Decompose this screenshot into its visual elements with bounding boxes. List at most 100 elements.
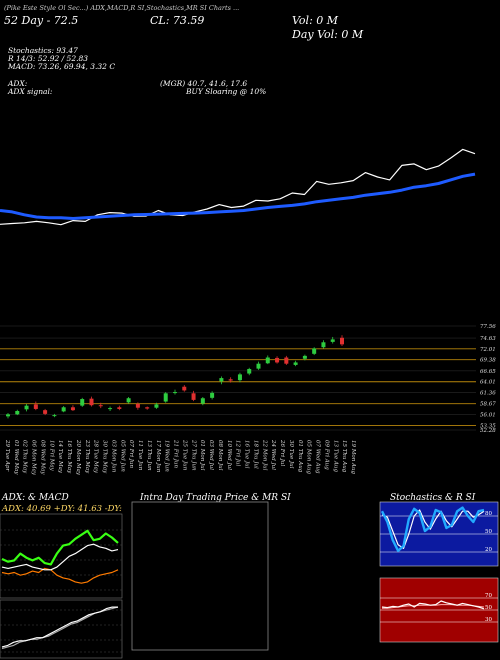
candle-body: [117, 407, 122, 409]
candle-body: [6, 414, 10, 417]
candle-body: [321, 342, 326, 348]
candle-body: [154, 404, 159, 408]
x-tick-label: 10 Fri May: [48, 440, 54, 472]
adx-signal-stat: ADX signal:: [8, 87, 53, 96]
x-tick-label: 29 Tue Apr: [4, 439, 10, 471]
x-tick-label: 01 Thu Aug: [297, 440, 303, 473]
x-tick-label: 13 Thu Jun: [146, 440, 152, 471]
candle-body: [98, 405, 103, 407]
adx-frame: [0, 513, 123, 599]
macd-stat: MACD: 73.26, 69.94, 3.32 C: [8, 62, 116, 71]
candle-body: [52, 415, 57, 417]
candle-body: [210, 392, 215, 398]
y-tick-label: 77.56: [480, 324, 496, 330]
x-tick-label: 05 Wed Jun: [119, 440, 125, 472]
candle-body: [200, 398, 205, 404]
y-tick-label: 52.28: [480, 428, 496, 434]
big-close-text: CL: 73.59: [150, 14, 205, 27]
candle-body: [108, 408, 113, 410]
x-tick-label: 30 Thu May: [102, 440, 108, 474]
x-tick-label: 02 Thu May: [22, 440, 28, 474]
candle-body: [340, 337, 344, 345]
stoch-tick-label: 80: [485, 511, 492, 517]
candle-body: [61, 407, 66, 412]
x-tick-label: 14 Tue May: [57, 440, 63, 474]
adx-macd-panel: ADX: & MACD ADX: 40.69 +DY: 41.63 -DY: 1…: [0, 493, 124, 659]
x-tick-label: 01 Mon Jul: [199, 440, 205, 471]
candle-body: [15, 410, 20, 415]
candle-body: [330, 339, 335, 342]
x-tick-label: 17 Mon Jun: [155, 440, 161, 473]
candle-body: [247, 369, 252, 374]
x-tick-label: 01 Wed May: [13, 440, 19, 475]
x-tick-label: 16 Thu May: [66, 440, 72, 474]
stochastics-stat: Stochastics: 93.47: [8, 46, 78, 55]
x-tick-label: 03 Wed Jul: [208, 440, 214, 470]
x-tick-label: 12 Fri Jul: [235, 440, 241, 466]
price-series-line: [0, 148, 476, 226]
adx-stat: ADX:: [8, 79, 28, 88]
candle-body: [70, 407, 75, 411]
candle-body: [135, 404, 140, 408]
y-tick-label: 66.65: [480, 369, 496, 375]
adx-panel-title: ADX: & MACD: [1, 493, 69, 503]
stoch-tick-label: 20: [485, 547, 492, 553]
rsi-tick-label: 70: [485, 593, 492, 599]
x-tick-label: 19 Mon Aug: [350, 440, 356, 474]
adx-value: (MGR) 40.7, 41.6, 17.6: [160, 79, 248, 88]
y-tick-label: 64.01: [480, 380, 496, 386]
stoch-d-line: [381, 509, 485, 550]
candle-body: [228, 379, 233, 381]
candlestick-chart: 77.56 74.63 72.01 69.38 66.65 64.01 61.36 58.67…: [0, 324, 496, 476]
x-tick-label: 27 Thu Jun: [190, 439, 196, 471]
mrsi-panel-title: Intra Day Trading Price & MR SI: [139, 493, 291, 503]
intraday-mrsi-panel: Intra Day Trading Price & MR SI: [131, 493, 291, 651]
adx-line: [1, 543, 119, 571]
intraday-frame: [131, 501, 269, 651]
candle-body: [219, 378, 224, 382]
x-tick-label: 09 Fri Aug: [323, 440, 329, 470]
y-tick-label: 53.35: [480, 424, 496, 430]
candle-body: [256, 363, 261, 369]
adx-panel-subtitle: ADX: 40.69 +DY: 41.63 -DY: 17.50: [1, 504, 124, 514]
big-volume-text: Vol: 0 M: [292, 14, 339, 27]
candle-body: [173, 392, 177, 394]
big-day-volume-text: Day Vol: 0 M: [292, 28, 364, 41]
candle-body: [33, 404, 38, 409]
rsi-line: [381, 600, 485, 610]
x-tick-label: 06 Mon May: [31, 440, 37, 476]
candle-body: [237, 374, 242, 381]
x-tick-label: 30 Tue Jul: [288, 440, 294, 469]
candle-body: [191, 393, 196, 400]
x-tick-label: 07 Wed Aug: [315, 440, 321, 474]
x-tick-label: 08 Mon Jul: [217, 440, 223, 471]
x-tick-label: 03 Mon Jun: [111, 440, 117, 473]
x-tick-label: 05 Mon Aug: [306, 440, 312, 474]
macd-line: [1, 606, 118, 648]
minus-dy-line: [1, 567, 119, 584]
candle-body: [275, 357, 280, 363]
stoch-panel-title: Stochastics & R SI: [390, 493, 476, 503]
ma-series-line: [0, 172, 476, 220]
plus-dy-line: [1, 529, 119, 566]
header-text: (Pike Este Style Ol Sec...) ADX,MACD,R S…: [4, 4, 240, 12]
candle-body: [89, 398, 94, 406]
candle-body: [145, 407, 150, 409]
x-tick-label: 19 Wed Jun: [164, 440, 170, 472]
x-tick-label: 20 Mon May: [75, 439, 81, 476]
x-tick-label: 15 Thu Aug: [341, 440, 347, 473]
x-tick-label: 10 Wed Jul: [226, 440, 232, 470]
r-stat: R 14/3: 52.92 / 52.83: [8, 54, 89, 63]
candle-body: [265, 357, 270, 364]
y-tick-label: 74.63: [480, 336, 496, 342]
y-tick-label: 72.01: [480, 347, 496, 353]
stochastics-rsi-panel: Stochastics & R SI 80 50 20 70 50 30: [379, 493, 499, 643]
x-tick-label: 24 Wed Jul: [270, 439, 276, 470]
x-tick-label: 13 Tue Aug: [332, 440, 338, 472]
candle-body: [302, 355, 307, 359]
candle-body: [182, 386, 187, 391]
x-tick-label: 18 Thu Jul: [252, 440, 258, 469]
buy-signal: BUY Sloaring @ 10%: [186, 87, 267, 96]
x-tick-label: 22 Mon Jul: [261, 439, 267, 471]
candle-body: [126, 398, 131, 403]
